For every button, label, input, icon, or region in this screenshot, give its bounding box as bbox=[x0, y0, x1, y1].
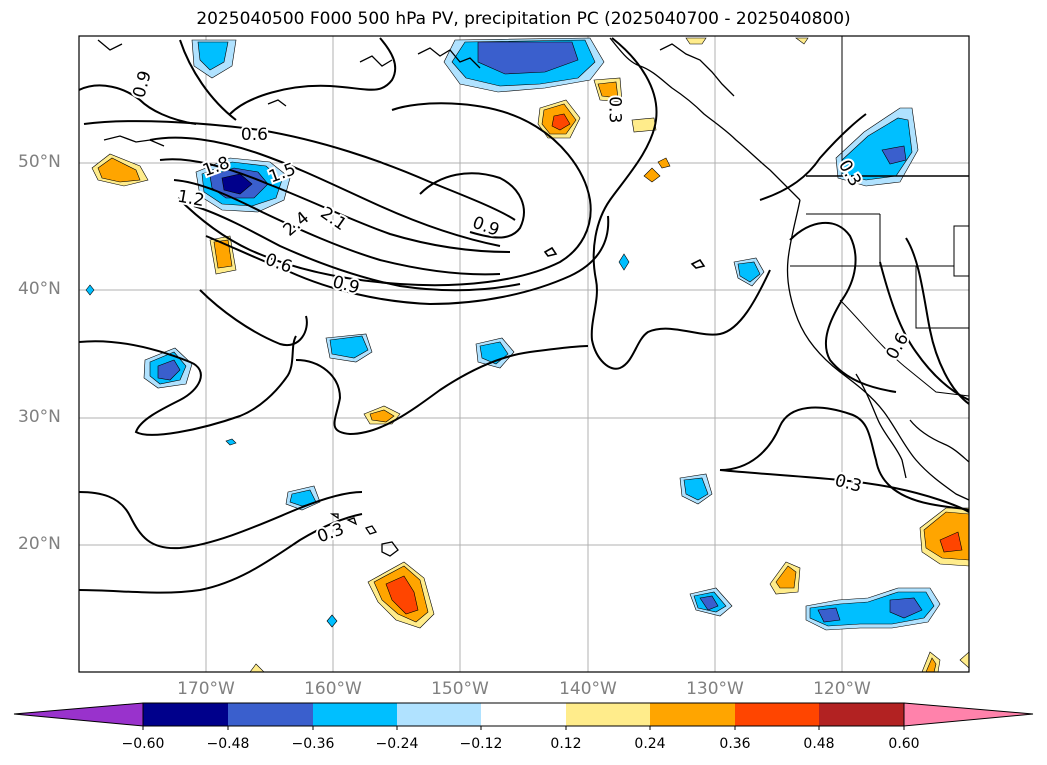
colorbar-label: −0.36 bbox=[291, 736, 335, 752]
colorbar-label: −0.24 bbox=[375, 736, 419, 752]
lat-label-40n: 40°N bbox=[18, 279, 61, 299]
colorbar-label: −0.12 bbox=[459, 736, 503, 752]
coast-alaska bbox=[609, 37, 801, 201]
lon-label-120w: 120°W bbox=[813, 679, 871, 699]
contour-label-8: 0.6 bbox=[262, 250, 294, 278]
lat-label-30n: 30°N bbox=[18, 407, 61, 427]
colorbar-label: −0.48 bbox=[206, 736, 250, 752]
map-area: 0.90.61.8 1.51.22.4 2.1 0.90.60.90.30.30.60… bbox=[79, 36, 969, 672]
contour-label-10: 0.3 bbox=[604, 96, 624, 123]
colorbar-label: 0.12 bbox=[550, 736, 582, 752]
precip-anomaly-shading bbox=[85, 37, 969, 672]
colorbar-bin-8 bbox=[819, 703, 904, 726]
pv-contours bbox=[79, 37, 969, 594]
hawaii-islands bbox=[329, 513, 399, 557]
colorbar-bin-1 bbox=[228, 703, 313, 726]
lat-label-50n: 50°N bbox=[18, 152, 61, 172]
coast-west-us bbox=[786, 199, 969, 501]
pv-contour-0.3-outer bbox=[590, 37, 771, 370]
contour-label-12: 0.6 bbox=[882, 330, 913, 363]
coastlines bbox=[97, 37, 969, 557]
colorbar-bin-2 bbox=[313, 703, 397, 726]
colorbar-label: −0.60 bbox=[121, 736, 165, 752]
borders bbox=[790, 36, 969, 397]
colorbar bbox=[13, 702, 1034, 730]
colorbar-bin-7 bbox=[735, 703, 819, 726]
graticule bbox=[79, 36, 969, 672]
map-frame bbox=[78, 35, 970, 673]
lon-label-170w: 170°W bbox=[177, 679, 235, 699]
pv-contour-0.3-south bbox=[719, 406, 969, 511]
contour-label-0: 0.9 bbox=[129, 69, 155, 100]
colorbar-label: 0.24 bbox=[634, 736, 666, 752]
contour-label-14: 0.3 bbox=[315, 519, 347, 547]
colorbar-under-arrow bbox=[13, 702, 144, 727]
contour-label-5: 2.4 bbox=[280, 208, 314, 241]
colorbar-label: 0.60 bbox=[888, 736, 920, 752]
colorbar-label: 0.36 bbox=[719, 736, 751, 752]
lon-label-140w: 140°W bbox=[559, 679, 617, 699]
colorbar-bin-6 bbox=[650, 703, 735, 726]
map-title: 2025040500 F000 500 hPa PV, precipitatio… bbox=[196, 9, 851, 29]
colorbar-bin-4 bbox=[481, 703, 566, 726]
coast-baja bbox=[855, 373, 907, 479]
contour-label-6: 2.1 bbox=[316, 203, 350, 235]
contour-label-13: 0.3 bbox=[833, 471, 864, 497]
colorbar-bin-0 bbox=[143, 703, 228, 726]
colorbar-over-arrow bbox=[903, 702, 1034, 727]
contour-label-4: 1.2 bbox=[176, 187, 206, 211]
colorbar-bin-5 bbox=[566, 703, 650, 726]
colorbar-label: 0.48 bbox=[803, 736, 835, 752]
lon-label-130w: 130°W bbox=[686, 679, 744, 699]
lon-label-150w: 150°W bbox=[431, 679, 489, 699]
lon-label-160w: 160°W bbox=[304, 679, 362, 699]
lat-label-20n: 20°N bbox=[18, 534, 61, 554]
contour-label-1: 0.6 bbox=[241, 125, 268, 145]
colorbar-bin-3 bbox=[397, 703, 481, 726]
pv-contour-0.6-north bbox=[229, 37, 397, 115]
pv-contour-0.9 bbox=[83, 120, 516, 221]
